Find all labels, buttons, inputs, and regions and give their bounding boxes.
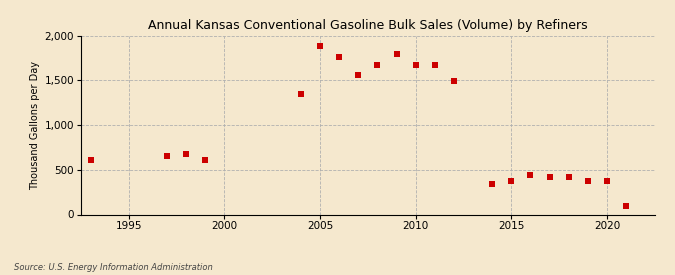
Text: Source: U.S. Energy Information Administration: Source: U.S. Energy Information Administ…: [14, 263, 212, 272]
Title: Annual Kansas Conventional Gasoline Bulk Sales (Volume) by Refiners: Annual Kansas Conventional Gasoline Bulk…: [148, 19, 588, 32]
Point: [392, 51, 402, 56]
Point: [353, 72, 364, 77]
Point: [296, 92, 306, 96]
Point: [601, 179, 612, 184]
Point: [621, 204, 632, 208]
Point: [85, 158, 96, 162]
Point: [315, 43, 325, 48]
Y-axis label: Thousand Gallons per Day: Thousand Gallons per Day: [30, 60, 40, 190]
Point: [429, 63, 440, 67]
Point: [506, 179, 517, 184]
Point: [487, 182, 497, 186]
Point: [410, 63, 421, 67]
Point: [162, 153, 173, 158]
Point: [583, 179, 593, 184]
Point: [181, 152, 192, 156]
Point: [448, 79, 459, 84]
Point: [544, 175, 555, 180]
Point: [333, 55, 344, 59]
Point: [563, 175, 574, 180]
Point: [200, 158, 211, 162]
Point: [372, 63, 383, 67]
Point: [525, 173, 536, 177]
